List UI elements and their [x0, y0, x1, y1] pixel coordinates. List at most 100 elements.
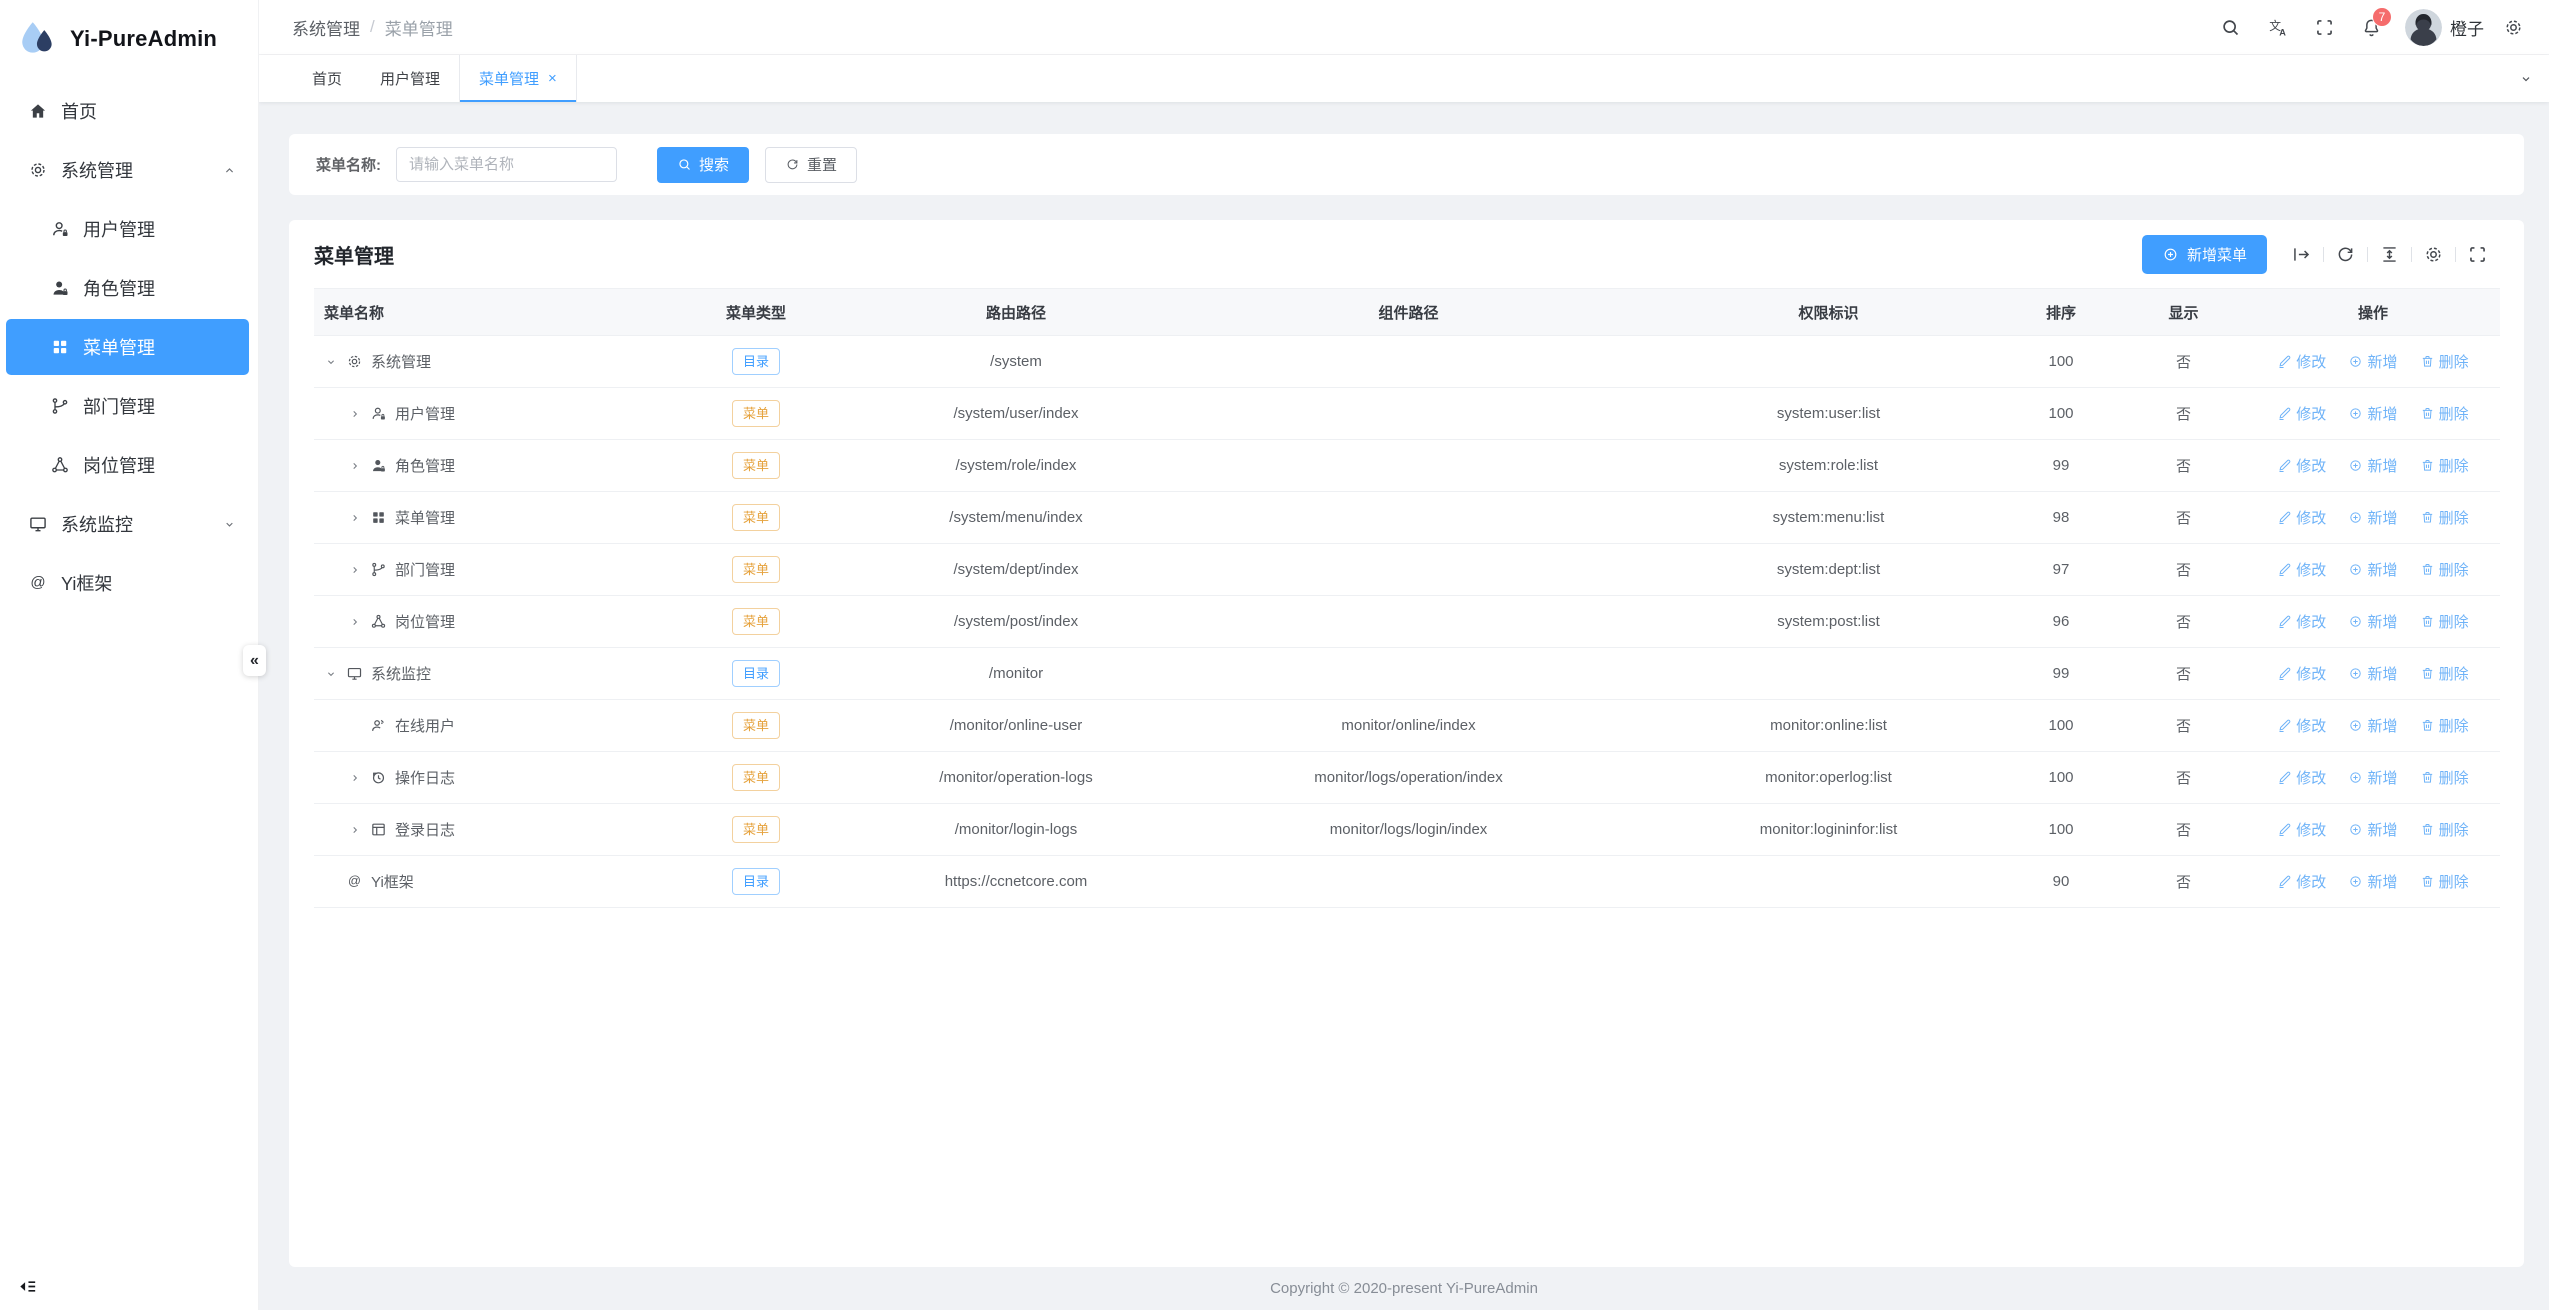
delete-link[interactable]: 删除	[2420, 715, 2469, 736]
notifications-button[interactable]: 7	[2348, 4, 2395, 50]
sidebar-item-roles[interactable]: 角色管理	[6, 260, 249, 316]
edit-link[interactable]: 修改	[2277, 611, 2326, 632]
menu-name: 角色管理	[395, 458, 456, 475]
add-link[interactable]: 新增	[2348, 507, 2398, 528]
row-expand-caret[interactable]	[348, 771, 362, 785]
avatar[interactable]	[2405, 8, 2442, 46]
expand-icon[interactable]	[2291, 244, 2312, 265]
delete-link[interactable]: 删除	[2420, 871, 2469, 892]
edit-pen-icon	[2277, 770, 2292, 785]
actions-cell: 修改 新增 删除	[2246, 439, 2500, 492]
delete-link[interactable]: 删除	[2420, 559, 2469, 580]
sidebar-item-menus[interactable]: 菜单管理	[6, 319, 249, 375]
row-expand-caret[interactable]	[348, 407, 362, 421]
row-expand-caret[interactable]	[324, 355, 338, 369]
delete-link[interactable]: 删除	[2420, 455, 2469, 476]
delete-link[interactable]: 删除	[2420, 611, 2469, 632]
trash-icon	[2420, 874, 2435, 889]
route-path-cell: https://ccnetcore.com	[871, 855, 1161, 908]
edit-link[interactable]: 修改	[2277, 507, 2326, 528]
row-expand-caret[interactable]	[348, 511, 362, 525]
edit-link[interactable]: 修改	[2277, 715, 2326, 736]
row-menu-icon	[370, 613, 387, 630]
edit-link[interactable]: 修改	[2277, 351, 2326, 372]
reset-button[interactable]: 重置	[765, 146, 858, 183]
row-expand-caret[interactable]	[348, 459, 362, 473]
edit-link[interactable]: 修改	[2277, 403, 2326, 424]
close-icon[interactable]: ×	[548, 70, 557, 87]
column-header-perm: 权限标识	[1656, 288, 2001, 336]
fullscreen-button[interactable]	[2301, 4, 2348, 50]
row-expand-caret[interactable]	[348, 615, 362, 629]
edit-pen-icon	[2277, 510, 2292, 525]
tab-home[interactable]: 首页	[312, 71, 343, 88]
add-link[interactable]: 新增	[2348, 403, 2398, 424]
delete-link[interactable]: 删除	[2420, 767, 2469, 788]
sidebar-group-monitor[interactable]: 系统监控	[6, 496, 249, 552]
menu-fold-icon[interactable]	[16, 1275, 39, 1298]
menu-name-input[interactable]	[396, 147, 617, 182]
sidebar-collapse-button[interactable]: «	[243, 645, 266, 676]
dept-icon	[50, 396, 70, 416]
row-expand-caret[interactable]	[348, 563, 362, 577]
divider	[2455, 246, 2456, 262]
column-settings-icon[interactable]	[2423, 244, 2444, 265]
show-cell: 否	[2121, 647, 2246, 700]
delete-link[interactable]: 删除	[2420, 403, 2469, 424]
edit-link[interactable]: 修改	[2277, 871, 2326, 892]
row-expand-caret[interactable]	[324, 667, 338, 681]
edit-link[interactable]: 修改	[2277, 455, 2326, 476]
edit-link[interactable]: 修改	[2277, 663, 2326, 684]
add-link[interactable]: 新增	[2348, 663, 2398, 684]
edit-link[interactable]: 修改	[2277, 819, 2326, 840]
sidebar-item-yi[interactable]: Yi框架	[6, 555, 249, 611]
route-path-cell: /system/user/index	[871, 387, 1161, 440]
edit-link[interactable]: 修改	[2277, 767, 2326, 788]
add-link[interactable]: 新增	[2348, 351, 2398, 372]
delete-link[interactable]: 删除	[2420, 819, 2469, 840]
add-link[interactable]: 新增	[2348, 819, 2398, 840]
delete-link[interactable]: 删除	[2420, 663, 2469, 684]
sidebar-group-system[interactable]: 系统管理	[6, 142, 249, 198]
edit-pen-icon	[2277, 406, 2292, 421]
settings-button[interactable]	[2490, 4, 2537, 50]
add-link[interactable]: 新增	[2348, 559, 2398, 580]
fullscreen-icon[interactable]	[2467, 244, 2488, 265]
add-link[interactable]: 新增	[2348, 455, 2398, 476]
refresh-icon[interactable]	[2335, 244, 2356, 265]
username[interactable]: 橙子	[2450, 19, 2484, 39]
route-path-cell: /monitor/login-logs	[871, 803, 1161, 856]
tab-overflow-button[interactable]	[2503, 55, 2549, 102]
perm-code-cell: system:menu:list	[1656, 491, 2001, 544]
menu-type-cell: 菜单	[641, 595, 871, 648]
sidebar-item-posts[interactable]: 岗位管理	[6, 437, 249, 493]
plus-circle-icon	[2348, 354, 2363, 369]
show-cell: 否	[2121, 335, 2246, 388]
edit-pen-icon	[2277, 458, 2292, 473]
add-link[interactable]: 新增	[2348, 611, 2398, 632]
add-link[interactable]: 新增	[2348, 871, 2398, 892]
tab-users[interactable]: 用户管理	[380, 71, 441, 88]
delete-link[interactable]: 删除	[2420, 351, 2469, 372]
edit-link[interactable]: 修改	[2277, 559, 2326, 580]
search-button[interactable]	[2207, 4, 2254, 50]
breadcrumb-item[interactable]: 系统管理	[292, 19, 360, 39]
trash-icon	[2420, 562, 2435, 577]
search-submit-button[interactable]: 搜索	[657, 146, 750, 183]
sidebar-item-depts[interactable]: 部门管理	[6, 378, 249, 434]
edit-pen-icon	[2277, 354, 2292, 369]
add-link[interactable]: 新增	[2348, 715, 2398, 736]
sidebar-item-home[interactable]: 首页	[6, 83, 249, 139]
menu-type-tag: 菜单	[731, 556, 780, 583]
add-link[interactable]: 新增	[2348, 767, 2398, 788]
density-icon[interactable]	[2379, 244, 2400, 265]
menu-type-cell: 目录	[641, 335, 871, 388]
logo[interactable]: Yi-PureAdmin	[0, 0, 258, 78]
language-button[interactable]	[2254, 4, 2301, 50]
add-menu-button[interactable]: 新增菜单	[2141, 234, 2267, 274]
delete-link[interactable]: 删除	[2420, 507, 2469, 528]
sidebar-item-users[interactable]: 用户管理	[6, 201, 249, 257]
row-expand-caret[interactable]	[348, 823, 362, 837]
grid-icon	[50, 337, 70, 357]
tab-menus[interactable]: 菜单管理 ×	[459, 55, 577, 102]
